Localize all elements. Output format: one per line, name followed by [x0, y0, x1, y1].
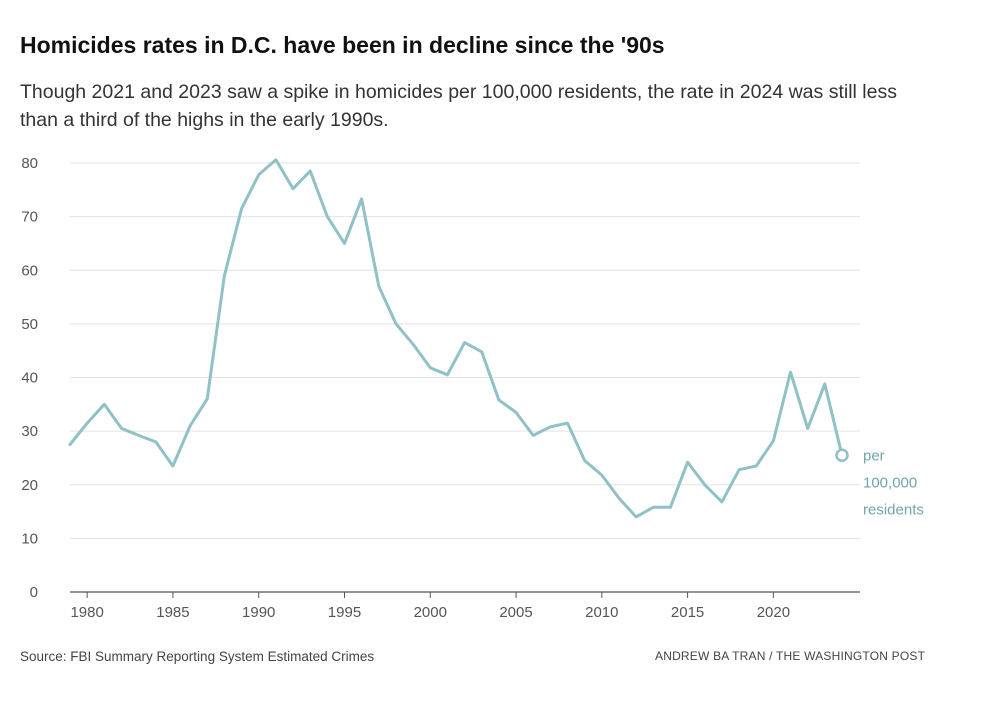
source-note: Source: FBI Summary Reporting System Est…	[20, 649, 375, 664]
y-tick-label: 70	[21, 209, 38, 226]
x-tick-label: 1980	[70, 604, 103, 621]
series-line	[68, 158, 844, 519]
y-tick-label: 0	[30, 584, 38, 601]
x-tick-label: 1990	[242, 604, 275, 621]
y-tick-label: 40	[21, 370, 38, 387]
x-tick-label: 1985	[156, 604, 189, 621]
y-tick-label: 30	[21, 423, 38, 440]
chart-subtitle: Though 2021 and 2023 saw a spike in homi…	[20, 81, 897, 131]
credit-line: ANDREW BA TRAN / THE WASHINGTON POST	[655, 649, 926, 663]
end-label-line: residents	[863, 501, 924, 518]
y-tick-label: 50	[21, 316, 38, 333]
y-axis-ticks: 0 10 20 30 40 50 60 70 80	[21, 155, 38, 601]
x-tick-label: 2005	[499, 604, 532, 621]
x-axis-ticks: 1980 1985 1990 1995 2000 2005 2010 2015 2020	[70, 592, 790, 621]
gridlines	[70, 162, 860, 593]
x-tick-label: 2020	[757, 604, 790, 621]
chart-title: Homicides rates in D.C. have been in dec…	[20, 32, 665, 58]
y-tick-label: 80	[21, 155, 38, 172]
x-tick-label: 2000	[414, 604, 447, 621]
y-tick-label: 10	[21, 530, 38, 547]
end-label-line: 100,000	[863, 474, 917, 491]
end-label: per 100,000 residents	[863, 447, 924, 518]
y-tick-label: 60	[21, 262, 38, 279]
series-group	[68, 158, 849, 519]
x-tick-label: 1995	[328, 604, 361, 621]
end-label-line: per	[863, 447, 885, 464]
end-point-marker	[835, 448, 849, 463]
x-tick-label: 2015	[671, 604, 704, 621]
y-tick-label: 20	[21, 477, 38, 494]
x-tick-label: 2010	[585, 604, 618, 621]
